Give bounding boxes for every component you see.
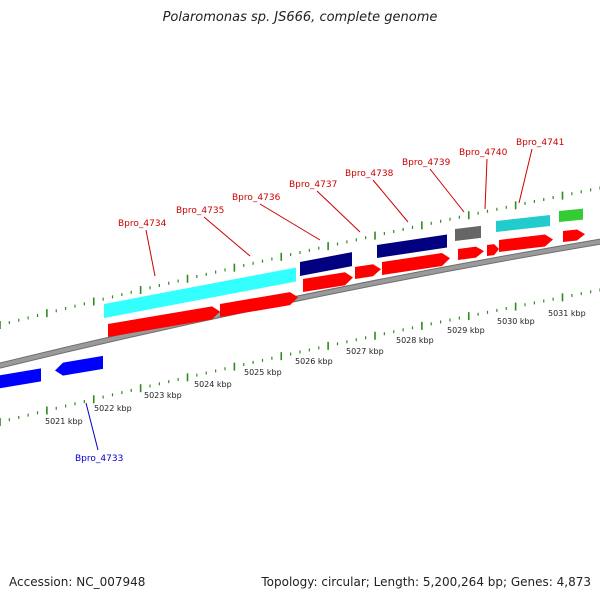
leader-line xyxy=(316,190,361,233)
gene-label-bpro-4737: Bpro_4737 xyxy=(289,180,337,190)
gene-box-bpro-4737 xyxy=(377,234,447,258)
kbp-tick-label: 5026 kbp xyxy=(295,357,333,366)
gene-label-bpro-4736: Bpro_4736 xyxy=(232,193,281,203)
cds-arrow-bpro-4737 xyxy=(355,264,381,279)
topology-info: Topology: circular; Length: 5,200,264 bp… xyxy=(261,575,591,589)
backbone-line xyxy=(0,239,600,368)
gene-box-bpro-4739 xyxy=(496,215,550,232)
leader-line xyxy=(259,203,321,241)
cds-arrow-bpro-4740 xyxy=(487,244,499,256)
leader-line xyxy=(429,168,465,213)
gene-features xyxy=(0,208,585,389)
gene-label-bpro-4738: Bpro_4738 xyxy=(345,169,394,179)
gene-label-bpro-4740: Bpro_4740 xyxy=(459,148,508,158)
leader-line xyxy=(203,216,251,257)
leader-line xyxy=(145,229,156,277)
cds-arrow-bpro-4739 xyxy=(458,246,484,260)
kbp-tick-label: 5031 kbp xyxy=(548,309,586,318)
scale-ticks xyxy=(0,186,600,426)
cds-arrow-bpro-4742 xyxy=(563,229,585,242)
gene-box-reverse-left xyxy=(0,368,41,389)
gene-label-bpro-4734: Bpro_4734 xyxy=(118,219,167,229)
gene-label-bpro-4741: Bpro_4741 xyxy=(516,138,564,148)
cds-arrow-bpro-4734 xyxy=(108,306,220,337)
kbp-tick-label: 5028 kbp xyxy=(396,336,434,345)
accession-info: Accession: NC_007948 xyxy=(9,575,145,589)
kbp-scale-labels: 5021 kbp 5022 kbp 5023 kbp 5024 kbp 5025 kbp… xyxy=(45,309,586,426)
gene-label-bpro-4735: Bpro_4735 xyxy=(176,206,224,216)
leader-line xyxy=(484,158,488,210)
gene-box-bpro-4734 xyxy=(104,267,296,318)
kbp-tick-label: 5029 kbp xyxy=(447,326,485,335)
kbp-tick-label: 5021 kbp xyxy=(45,417,83,426)
kbp-tick-label: 5027 kbp xyxy=(346,347,384,356)
gene-box-bpro-4733 xyxy=(55,355,103,376)
leader-line xyxy=(518,148,533,204)
kbp-tick-label: 5022 kbp xyxy=(94,404,132,413)
kbp-tick-label: 5025 kbp xyxy=(244,368,282,377)
gene-label-bpro-4733: Bpro_4733 xyxy=(75,454,123,464)
gene-labels: Bpro_4734 Bpro_4735 Bpro_4736 Bpro_4737 Bpro… xyxy=(75,138,564,464)
gene-label-bpro-4739: Bpro_4739 xyxy=(402,158,451,168)
genome-backbone xyxy=(0,238,600,369)
cds-arrow-bpro-4741 xyxy=(499,234,553,252)
cds-arrow-bpro-4735 xyxy=(220,292,298,317)
gene-box-bpro-4741 xyxy=(559,208,583,222)
accession-label: Accession: xyxy=(9,575,73,589)
gene-box-bpro-4736 xyxy=(300,252,352,276)
cds-arrow-bpro-4738 xyxy=(382,253,450,275)
cds-arrow-bpro-4736 xyxy=(303,272,353,292)
leader-line-reverse xyxy=(85,402,99,451)
kbp-tick-label: 5030 kbp xyxy=(497,317,535,326)
label-leader-lines xyxy=(85,148,533,451)
leader-line xyxy=(372,179,409,223)
kbp-tick-label: 5023 kbp xyxy=(144,391,182,400)
map-title: Polaromonas sp. JS666, complete genome xyxy=(162,10,438,25)
kbp-tick-label: 5024 kbp xyxy=(194,380,232,389)
gene-box-bpro-4738 xyxy=(455,225,481,241)
accession-id: NC_007948 xyxy=(76,575,146,589)
